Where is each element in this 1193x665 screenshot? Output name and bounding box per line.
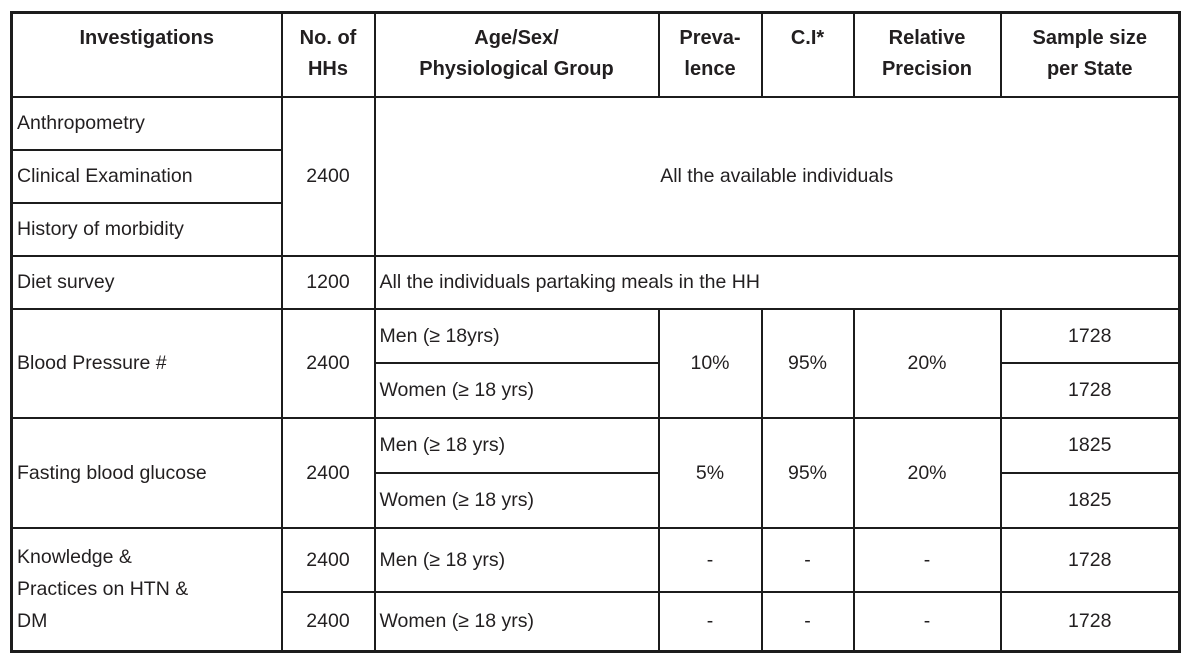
table-row-fasting-glucose-women: Women (≥ 18 yrs) 1825 xyxy=(12,471,1181,529)
cell-sample-size-knowledge-practices-women: 1728 xyxy=(999,590,1181,653)
cell-prevalence-knowledge-practices-men: - xyxy=(657,526,763,593)
cell-investigation-blood-pressure: Blood Pressure # xyxy=(10,307,283,419)
table-row-blood-pressure-women: Women (≥ 18 yrs) 1728 xyxy=(12,361,1181,419)
cell-sample-size-fasting-glucose-women: 1825 xyxy=(999,471,1181,529)
cell-group-knowledge-practices-men: Men (≥ 18 yrs) xyxy=(373,526,660,593)
table-row-knowledge-practices-women: 2400 Women (≥ 18 yrs) - - - 1728 xyxy=(12,590,1181,653)
cell-relative-precision-fasting-glucose: 20% xyxy=(852,416,1002,529)
cell-hhs-fasting-glucose: 2400 xyxy=(280,416,376,529)
cell-group-knowledge-practices-women: Women (≥ 18 yrs) xyxy=(373,590,660,653)
cell-prevalence-fasting-glucose: 5% xyxy=(657,416,763,529)
cell-investigation-knowledge-practices: Knowledge & Practices on HTN & DM xyxy=(10,526,283,653)
cell-group-fasting-glucose-women: Women (≥ 18 yrs) xyxy=(373,471,660,529)
cell-ci-blood-pressure: 95% xyxy=(760,307,855,419)
cell-sample-size-knowledge-practices-men: 1728 xyxy=(999,526,1181,593)
col-header-no-of-hhs: No. of HHs xyxy=(280,11,376,98)
cell-investigation-anthropometry: Anthropometry xyxy=(10,95,283,151)
cell-ci-fasting-glucose: 95% xyxy=(760,416,855,529)
cell-relative-precision-knowledge-practices-men: - xyxy=(852,526,1002,593)
cell-sample-size-fasting-glucose-men: 1825 xyxy=(999,416,1181,474)
cell-coverage-all-available-individuals: All the available individuals xyxy=(373,95,1181,257)
cell-hhs-blood-pressure: 2400 xyxy=(280,307,376,419)
table-row-anthropometry: Anthropometry 2400 All the available ind… xyxy=(10,95,1181,257)
table-header-row: Investigations No. of HHs Age/Sex/ Physi… xyxy=(10,11,1181,98)
cell-ci-knowledge-practices-women: - xyxy=(760,590,855,653)
cell-prevalence-blood-pressure: 10% xyxy=(657,307,763,419)
cell-group-blood-pressure-women: Women (≥ 18 yrs) xyxy=(373,361,660,419)
col-header-ci: C.I* xyxy=(760,11,855,98)
table-row-knowledge-practices-men: Knowledge & Practices on HTN & DM 2400 M… xyxy=(10,526,1181,653)
cell-investigation-clinical-examination: Clinical Examination xyxy=(10,148,283,204)
cell-relative-precision-blood-pressure: 20% xyxy=(852,307,1002,419)
cell-hhs-knowledge-practices-men: 2400 xyxy=(280,526,376,593)
cell-prevalence-knowledge-practices-women: - xyxy=(657,590,763,653)
cell-investigation-fasting-glucose: Fasting blood glucose xyxy=(10,416,283,529)
cell-relative-precision-knowledge-practices-women: - xyxy=(852,590,1002,653)
table-row-history-of-morbidity: History of morbidity xyxy=(10,201,1180,257)
cell-group-blood-pressure-men: Men (≥ 18yrs) xyxy=(373,307,660,364)
cell-hhs-knowledge-practices-women: 2400 xyxy=(280,590,376,653)
cell-sample-size-blood-pressure-men: 1728 xyxy=(999,307,1181,364)
cell-investigation-diet-survey: Diet survey xyxy=(10,254,283,310)
col-header-sample-size: Sample size per State xyxy=(999,11,1181,98)
col-header-investigations: Investigations xyxy=(10,11,283,98)
cell-ci-knowledge-practices-men: - xyxy=(760,526,855,593)
table-row-fasting-glucose-men: Fasting blood glucose 2400 Men (≥ 18 yrs… xyxy=(10,416,1181,529)
col-header-prevalence: Preva- lence xyxy=(657,11,763,98)
cell-coverage-diet-survey: All the individuals partaking meals in t… xyxy=(373,254,1181,310)
cell-hhs-anthropometry-block: 2400 xyxy=(280,95,376,257)
table-row-diet-survey: Diet survey 1200 All the individuals par… xyxy=(10,254,1181,310)
study-sampling-design-table: Investigations No. of HHs Age/Sex/ Physi… xyxy=(10,11,1181,653)
col-header-age-sex-group: Age/Sex/ Physiological Group xyxy=(373,11,660,98)
cell-hhs-diet-survey: 1200 xyxy=(280,254,376,310)
table-row-blood-pressure-men: Blood Pressure # 2400 Men (≥ 18yrs) 10% … xyxy=(10,307,1181,419)
cell-investigation-history-of-morbidity: History of morbidity xyxy=(10,201,283,257)
table-row-clinical-examination: Clinical Examination xyxy=(10,148,1180,204)
cell-group-fasting-glucose-men: Men (≥ 18 yrs) xyxy=(373,416,660,474)
col-header-relative-precision: Relative Precision xyxy=(852,11,1002,98)
cell-sample-size-blood-pressure-women: 1728 xyxy=(999,361,1181,419)
